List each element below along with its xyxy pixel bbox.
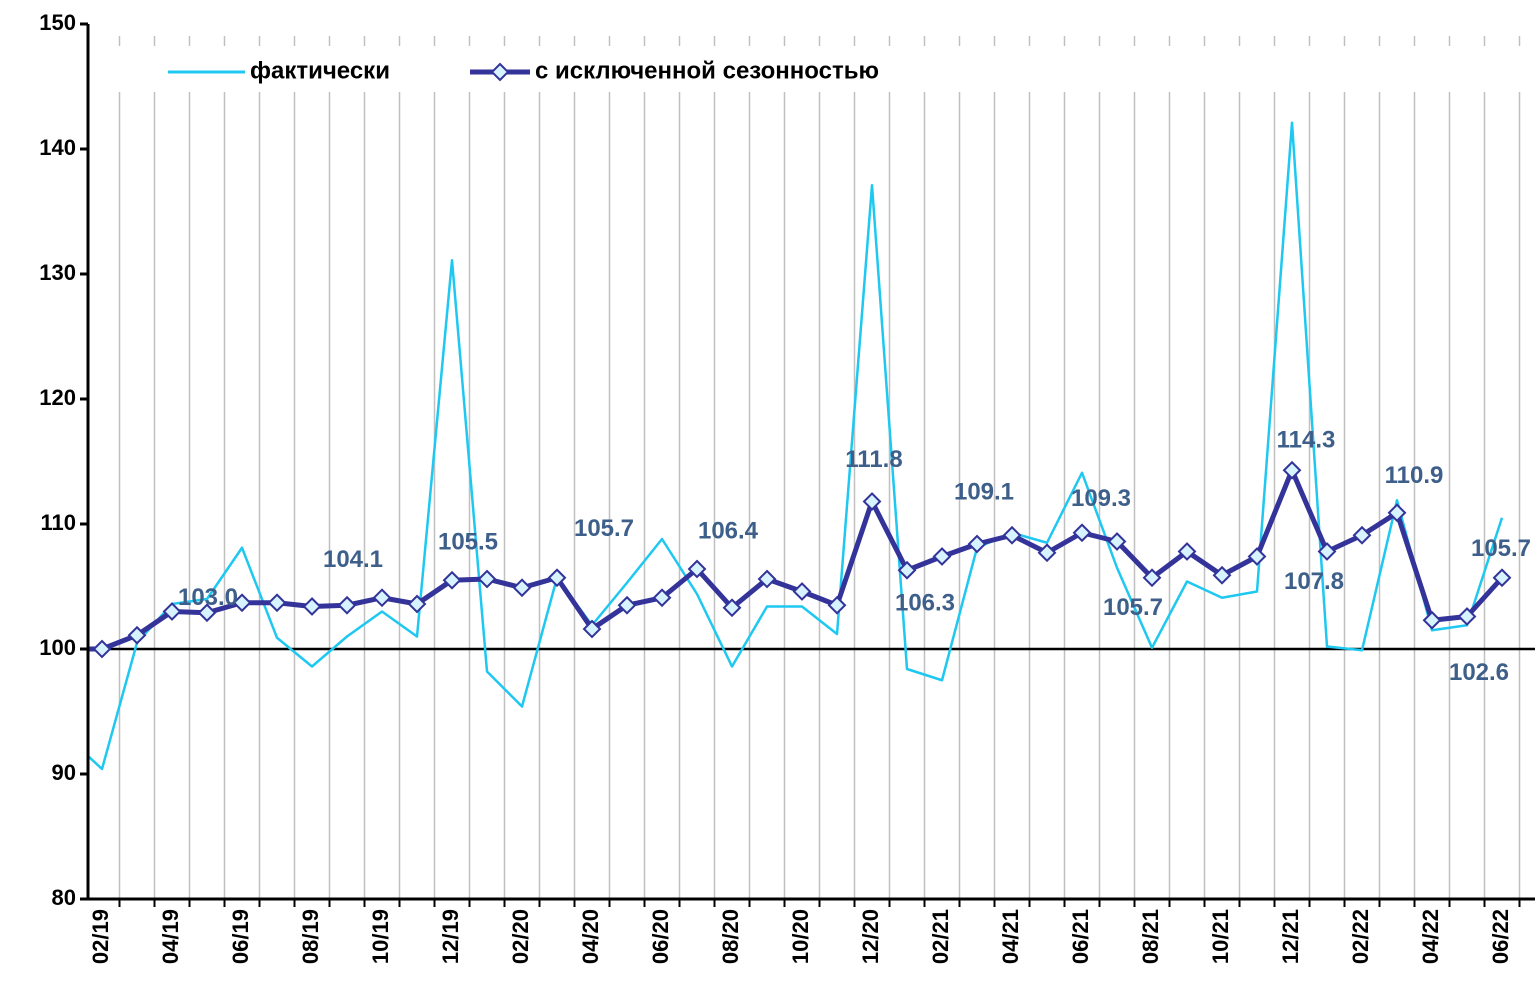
marker (1282, 460, 1302, 480)
marker (967, 534, 987, 554)
y-tick-label: 130 (39, 260, 76, 285)
y-tick-label: 140 (39, 135, 76, 160)
x-tick-label: 04/22 (1418, 909, 1443, 964)
x-tick-label: 06/20 (648, 909, 673, 964)
data-label: 106.4 (698, 517, 759, 544)
grid (88, 36, 1535, 899)
marker (267, 593, 287, 613)
data-label: 102.6 (1449, 659, 1509, 686)
marker (372, 588, 392, 608)
marker (127, 625, 147, 645)
marker (1037, 543, 1057, 563)
plot-area (88, 121, 1512, 771)
y-tick-label: 110 (41, 510, 77, 535)
marker (512, 578, 532, 598)
x-tick-label: 10/19 (368, 909, 393, 964)
y-tick-label: 100 (39, 635, 76, 660)
marker (1002, 525, 1022, 545)
marker (477, 569, 497, 589)
data-label: 106.3 (895, 590, 955, 617)
x-tick-label: 08/21 (1138, 909, 1163, 964)
x-tick-label: 04/20 (578, 909, 603, 964)
data-label: 105.7 (1103, 594, 1163, 621)
data-label: 105.7 (574, 515, 634, 542)
x-tick-label: 08/19 (298, 909, 323, 964)
x-tick-label: 12/20 (858, 909, 883, 964)
y-tick-label: 120 (39, 385, 76, 410)
x-tick-label: 06/21 (1068, 909, 1093, 964)
data-label: 109.1 (954, 479, 1014, 506)
data-label: 104.1 (323, 546, 383, 573)
marker (232, 593, 252, 613)
marker (862, 492, 882, 511)
x-tick-label: 04/21 (998, 909, 1023, 964)
marker (1387, 503, 1407, 523)
marker (757, 569, 777, 589)
x-tick-label: 04/19 (158, 909, 183, 964)
x-tick-label: 02/21 (928, 909, 953, 964)
marker (687, 559, 707, 579)
marker (1072, 523, 1092, 543)
marker (582, 619, 602, 639)
marker (652, 588, 672, 608)
legend-marker (490, 62, 510, 82)
x-tick-label: 12/21 (1278, 909, 1303, 964)
marker (827, 595, 847, 615)
marker (1177, 542, 1197, 561)
legend-bg (140, 48, 1040, 92)
marker (197, 603, 217, 623)
x-tick-label: 08/20 (718, 909, 743, 964)
data-label: 114.3 (1277, 427, 1336, 454)
data-label: 105.5 (438, 529, 498, 556)
x-tick-label: 06/19 (228, 909, 253, 964)
marker (92, 639, 112, 659)
marker (617, 595, 637, 615)
marker (1107, 532, 1127, 551)
foreground: 80 90 100 110 120 130 140 150 02/19 04/19 06/19 08/… (39, 10, 1535, 964)
marker (932, 547, 952, 566)
marker (1457, 607, 1477, 626)
marker (1352, 525, 1372, 545)
y-tick-label: 80 (52, 885, 76, 910)
marker (722, 598, 742, 618)
marker (162, 602, 182, 621)
y-tick-label: 90 (52, 760, 76, 785)
marker (407, 594, 427, 614)
marker (1247, 547, 1267, 566)
data-label: 105.7 (1471, 535, 1531, 562)
data-label: 103.0 (178, 584, 238, 611)
marker (792, 582, 812, 601)
x-tick-label: 12/19 (438, 909, 463, 964)
marker (547, 568, 567, 588)
series-line (88, 121, 1504, 771)
marker (1492, 568, 1512, 588)
marker (442, 570, 462, 590)
marker (1212, 565, 1232, 585)
marker (897, 560, 917, 580)
marker (1317, 542, 1337, 561)
data-label: 110.9 (1385, 462, 1444, 489)
marker (1142, 568, 1162, 588)
y-tick-label: 150 (39, 10, 76, 35)
data-label: 107.8 (1284, 568, 1344, 595)
x-tick-label: 02/19 (88, 909, 113, 964)
marker (302, 597, 322, 616)
x-tick-label: 06/22 (1488, 909, 1513, 964)
data-label: 111.8 (845, 446, 902, 473)
legend-label: фактически (250, 57, 390, 84)
data-label: 109.3 (1071, 485, 1131, 512)
x-tick-label: 02/20 (508, 909, 533, 964)
legend-label: с исключенной сезонностью (535, 57, 879, 84)
marker (1422, 610, 1442, 630)
x-tick-label: 02/22 (1348, 909, 1373, 964)
x-tick-label: 10/21 (1208, 909, 1233, 964)
x-tick-label: 10/20 (788, 909, 813, 964)
marker (337, 595, 357, 615)
